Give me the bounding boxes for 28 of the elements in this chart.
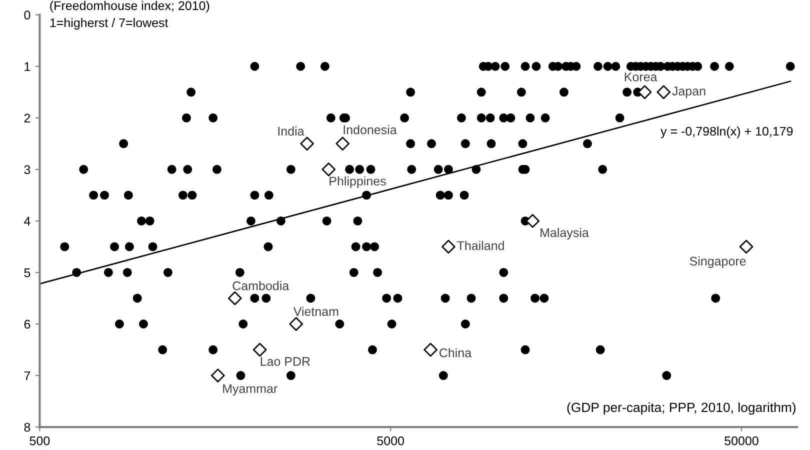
annotation: Singapore [690, 256, 746, 268]
annotation: Cambodia [232, 281, 290, 290]
annotation: Thailand [457, 240, 504, 250]
y-tick-label: 5 [24, 268, 30, 278]
y-tick-label: 8 [24, 422, 30, 432]
y-tick-label: 4 [24, 216, 30, 226]
annotation: India [278, 126, 304, 136]
y-tick-label: 0 [24, 10, 30, 20]
annotation: Phlippines [330, 176, 386, 188]
x-tick-label: 50000 [724, 436, 758, 446]
x-tick-label: 5000 [377, 436, 404, 446]
annotation: Korea [624, 72, 658, 82]
annotation: Myammar [223, 384, 278, 396]
annotation: Vietnam [293, 306, 338, 316]
annotation: y = -0,798ln(x) + 10,179 [660, 126, 793, 138]
y-tick-label: 1 [24, 62, 30, 71]
x-tick-label: 500 [30, 436, 50, 446]
y-tick-label: 3 [24, 165, 30, 174]
y-tick-label: 2 [24, 114, 30, 122]
annotation: Malaysia [540, 228, 589, 240]
annotation: China [440, 348, 472, 358]
annotation: Lao PDR [260, 357, 310, 366]
y-tick-label: 6 [24, 320, 30, 329]
annotation: Japan [672, 86, 706, 98]
y-tick-label: 7 [24, 371, 30, 380]
y-axis-title: (Freedomhouse index; 2010) 1=higherst / 7=lowest [50, 0, 210, 30]
x-axis-title: (GDP per-capita; PPP, 2010, logarithm) [567, 402, 796, 415]
annotation: Indonesia [344, 125, 397, 134]
